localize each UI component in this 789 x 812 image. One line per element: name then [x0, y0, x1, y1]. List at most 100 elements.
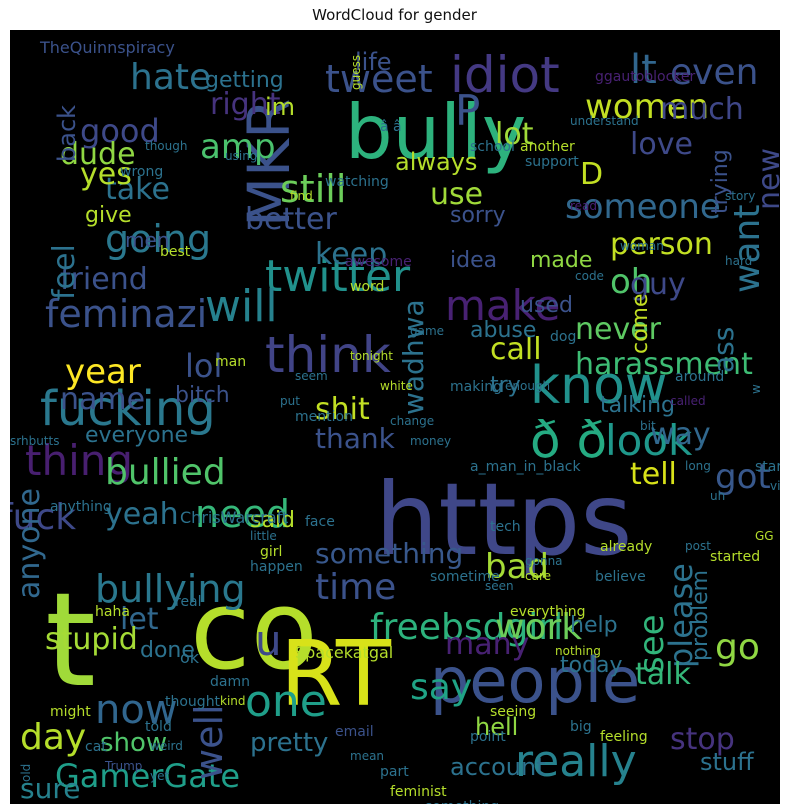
word-63: right: [210, 87, 281, 122]
word-97: im: [265, 93, 296, 121]
word-95: getting: [205, 68, 284, 93]
word-191: read: [570, 199, 598, 213]
word-62: dude: [60, 137, 136, 172]
word-118: ChrisWarcraft: [180, 508, 289, 527]
word-88: wadhwa: [397, 299, 430, 416]
word-13: really: [515, 736, 637, 787]
word-140: seeing: [490, 704, 537, 720]
word-131: kind: [220, 694, 246, 708]
word-180: bit: [640, 419, 656, 433]
word-168: put: [280, 394, 300, 408]
word-8: think: [265, 326, 391, 384]
word-36: want: [727, 204, 768, 293]
word-188: wrong: [120, 164, 164, 180]
word-128: damn: [210, 674, 250, 690]
word-147: already: [600, 539, 653, 555]
word-29: need: [195, 492, 290, 536]
word-16: twitter: [265, 251, 411, 302]
word-148: started: [710, 549, 761, 565]
word-7: fucking: [40, 381, 216, 437]
word-164: money: [410, 434, 452, 448]
word-135: told: [145, 719, 172, 735]
word-96: life: [355, 48, 392, 76]
word-53: shit: [315, 392, 370, 427]
word-87: guy: [630, 267, 686, 302]
word-177: enough: [505, 379, 551, 393]
word-93: anyone: [12, 488, 47, 600]
word-76: talk: [635, 657, 691, 692]
word-72: let: [120, 602, 159, 637]
word-9: ð ð: [530, 411, 608, 469]
word-197: ggautoblocker: [595, 69, 696, 85]
word-107: come: [628, 293, 653, 355]
word-195: though: [145, 139, 188, 153]
word-22: will: [205, 281, 278, 332]
word-157: long: [685, 459, 711, 473]
word-82: feel: [47, 243, 82, 300]
word-138: mean: [350, 749, 385, 763]
word-47: lot: [495, 117, 534, 152]
word-179: called: [670, 394, 706, 408]
word-145: something: [425, 800, 499, 804]
word-186: code: [575, 269, 604, 283]
word-113: done: [140, 638, 195, 663]
word-196: â â: [380, 119, 402, 135]
word-152: gonna: [525, 554, 563, 568]
word-71: yeah: [105, 497, 179, 532]
word-99: trying: [708, 148, 733, 214]
word-100: always: [395, 148, 478, 176]
word-189: using: [225, 149, 258, 163]
word-175: find: [290, 189, 313, 203]
word-160: face: [305, 514, 335, 530]
word-91: account: [450, 753, 546, 781]
word-163: seen: [485, 579, 514, 593]
word-142: point: [470, 729, 506, 745]
word-169: seem: [295, 369, 328, 383]
word-44: well: [187, 704, 231, 781]
word-181: hard: [725, 254, 753, 268]
word-123: haha: [95, 604, 130, 620]
word-167: mention: [295, 409, 353, 425]
word-68: way: [650, 417, 711, 452]
word-20: one: [245, 676, 327, 727]
word-110: try: [490, 373, 521, 398]
word-37: someone: [565, 187, 721, 227]
word-143: big: [570, 719, 592, 735]
word-15: bullying: [95, 567, 246, 611]
word-27: fuck: [10, 497, 77, 538]
word-10: look: [605, 416, 693, 465]
word-109: bitch: [175, 383, 230, 408]
word-17: thing: [25, 436, 134, 485]
word-59: keep: [315, 237, 388, 272]
word-165: change: [390, 414, 435, 428]
word-51: stop: [670, 722, 735, 757]
word-126: happen: [250, 559, 303, 575]
word-106: abuse: [470, 318, 537, 343]
word-171: man: [215, 354, 247, 370]
word-146: sometime: [430, 569, 500, 585]
word-117: TheQuinnspiracy: [40, 38, 175, 57]
word-26: women: [585, 87, 710, 127]
word-153: believe: [595, 569, 646, 585]
word-75: many: [445, 627, 530, 662]
word-32: now: [95, 687, 178, 733]
word-64: call: [490, 332, 542, 367]
word-69: tell: [630, 457, 677, 492]
word-183: woman: [620, 239, 664, 253]
word-124: real: [175, 594, 202, 610]
word-48: much: [660, 92, 744, 127]
word-158: video: [770, 479, 780, 493]
word-12: lt: [630, 47, 657, 93]
word-19: make: [445, 281, 561, 330]
word-166: white: [380, 379, 413, 393]
word-185: school: [470, 139, 515, 155]
word-173: game: [410, 324, 445, 338]
word-155: GG: [755, 529, 774, 543]
word-159: start: [755, 459, 780, 475]
word-193: understand: [570, 114, 639, 128]
word-127: ok: [180, 648, 200, 667]
word-46: amp: [200, 127, 276, 167]
word-199: w: [749, 384, 763, 394]
word-54: got: [715, 457, 771, 497]
word-149: everything: [510, 604, 586, 620]
